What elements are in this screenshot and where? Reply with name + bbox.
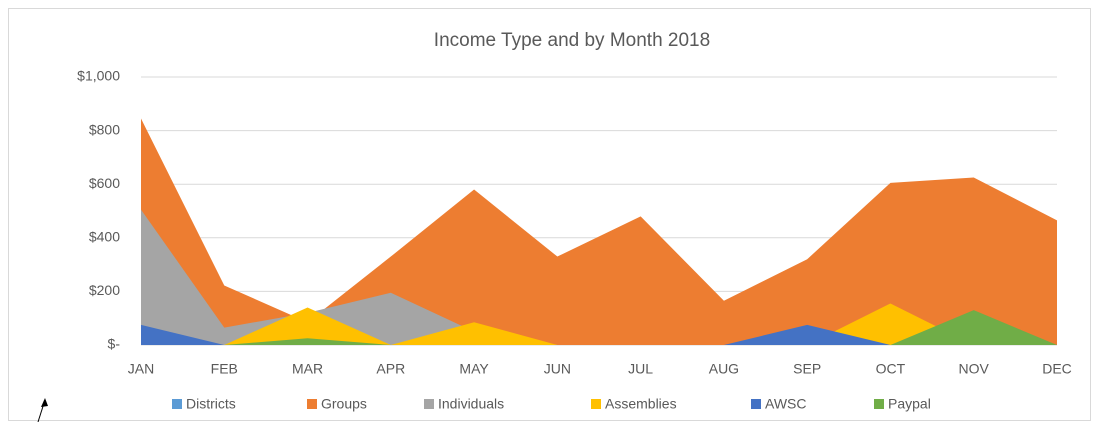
chart-title: Income Type and by Month 2018 (434, 30, 710, 51)
area (141, 324, 1057, 345)
y-tick-label: $- (108, 336, 121, 352)
x-tick-label: APR (376, 361, 405, 377)
legend-swatch (751, 399, 761, 409)
x-tick-label: DEC (1042, 361, 1072, 377)
x-tick-label: AUG (709, 361, 739, 377)
x-tick-label: JAN (128, 361, 154, 377)
area (141, 310, 1057, 345)
legend-swatch (874, 399, 884, 409)
legend-label: Groups (321, 396, 367, 412)
x-tick-label: JUN (544, 361, 571, 377)
legend-swatch (307, 399, 317, 409)
x-tick-label: NOV (959, 361, 990, 377)
legend-swatch (591, 399, 601, 409)
legend-swatch (172, 399, 182, 409)
legend-label: Districts (186, 396, 236, 412)
area (141, 209, 1057, 345)
area (141, 118, 1057, 345)
x-tick-label: JUL (628, 361, 653, 377)
y-tick-label: $200 (89, 282, 120, 298)
y-tick-label: $800 (89, 121, 120, 137)
legend-label: AWSC (765, 396, 806, 412)
legend-label: Individuals (438, 396, 504, 412)
legend-label: Paypal (888, 396, 931, 412)
y-tick-label: $400 (89, 229, 120, 245)
y-tick-label: $600 (89, 175, 120, 191)
legend-label: Assemblies (605, 396, 677, 412)
x-tick-label: MAR (292, 361, 323, 377)
x-tick-label: FEB (211, 361, 238, 377)
cursor-arrow (37, 398, 48, 422)
x-tick-label: OCT (876, 361, 906, 377)
x-tick-label: SEP (793, 361, 821, 377)
legend-swatch (424, 399, 434, 409)
y-tick-label: $1,000 (77, 68, 120, 84)
x-tick-label: MAY (459, 361, 489, 377)
